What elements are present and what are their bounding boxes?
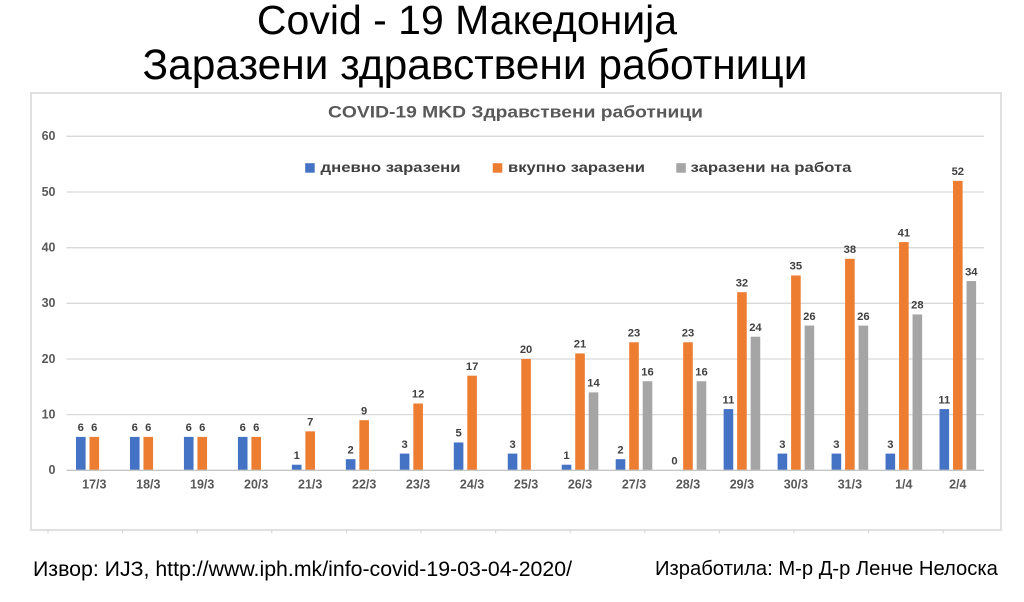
- svg-text:23/3: 23/3: [406, 478, 430, 492]
- svg-text:24: 24: [749, 322, 762, 334]
- svg-text:12: 12: [412, 389, 424, 401]
- svg-text:60: 60: [42, 129, 56, 143]
- svg-text:16: 16: [695, 366, 707, 378]
- svg-text:дневно заразени: дневно заразени: [321, 160, 461, 175]
- svg-text:1: 1: [563, 450, 569, 462]
- svg-text:24/3: 24/3: [460, 478, 484, 492]
- svg-text:20: 20: [520, 344, 532, 356]
- svg-text:3: 3: [779, 439, 785, 451]
- svg-text:52: 52: [952, 166, 964, 178]
- svg-text:0: 0: [49, 463, 56, 477]
- svg-text:21: 21: [574, 339, 586, 351]
- svg-text:27/3: 27/3: [622, 478, 646, 492]
- svg-text:7: 7: [307, 417, 313, 429]
- svg-text:23: 23: [628, 327, 640, 339]
- svg-text:26/3: 26/3: [568, 478, 592, 492]
- svg-text:10: 10: [42, 408, 56, 422]
- svg-text:40: 40: [42, 241, 56, 255]
- svg-text:16: 16: [641, 366, 653, 378]
- svg-text:заразени на работа: заразени на работа: [691, 160, 852, 175]
- svg-text:29/3: 29/3: [730, 478, 754, 492]
- svg-text:26: 26: [803, 311, 815, 323]
- svg-text:3: 3: [509, 439, 515, 451]
- svg-text:2: 2: [617, 444, 623, 456]
- svg-text:6: 6: [253, 422, 259, 434]
- svg-text:2: 2: [348, 444, 354, 456]
- svg-text:23: 23: [682, 327, 694, 339]
- svg-text:вкупно заразени: вкупно заразени: [508, 160, 645, 175]
- svg-text:6: 6: [78, 422, 84, 434]
- svg-text:20: 20: [42, 352, 56, 366]
- svg-text:17/3: 17/3: [82, 478, 106, 492]
- svg-text:6: 6: [91, 422, 97, 434]
- svg-text:22/3: 22/3: [352, 478, 376, 492]
- svg-text:50: 50: [42, 185, 56, 199]
- svg-text:19/3: 19/3: [190, 478, 214, 492]
- svg-text:9: 9: [361, 405, 367, 417]
- svg-text:17: 17: [466, 361, 478, 373]
- svg-text:34: 34: [965, 266, 978, 278]
- svg-text:30/3: 30/3: [784, 478, 808, 492]
- svg-text:20/3: 20/3: [244, 478, 268, 492]
- svg-text:21/3: 21/3: [298, 478, 322, 492]
- svg-text:32: 32: [736, 277, 748, 289]
- svg-text:COVID-19 MKD Здравствени работ: COVID-19 MKD Здравствени работници: [328, 104, 703, 122]
- svg-text:5: 5: [455, 428, 461, 440]
- svg-text:6: 6: [145, 422, 151, 434]
- svg-text:1: 1: [294, 450, 300, 462]
- svg-text:6: 6: [186, 422, 192, 434]
- svg-text:38: 38: [844, 244, 856, 256]
- svg-text:28/3: 28/3: [676, 478, 700, 492]
- svg-text:41: 41: [898, 227, 910, 239]
- svg-text:3: 3: [833, 439, 839, 451]
- svg-text:6: 6: [199, 422, 205, 434]
- svg-text:6: 6: [240, 422, 246, 434]
- svg-text:3: 3: [887, 439, 893, 451]
- svg-text:26: 26: [857, 311, 869, 323]
- svg-text:35: 35: [790, 261, 802, 273]
- svg-text:11: 11: [938, 394, 950, 406]
- svg-text:30: 30: [42, 296, 56, 310]
- svg-text:2/4: 2/4: [949, 478, 966, 492]
- svg-text:18/3: 18/3: [136, 478, 160, 492]
- svg-text:3: 3: [402, 439, 408, 451]
- svg-text:6: 6: [132, 422, 138, 434]
- svg-text:31/3: 31/3: [838, 478, 862, 492]
- svg-text:0: 0: [671, 456, 677, 468]
- svg-text:1/4: 1/4: [895, 478, 912, 492]
- svg-text:25/3: 25/3: [514, 478, 538, 492]
- svg-text:14: 14: [587, 378, 600, 390]
- svg-text:28: 28: [911, 300, 923, 312]
- svg-text:11: 11: [723, 394, 735, 406]
